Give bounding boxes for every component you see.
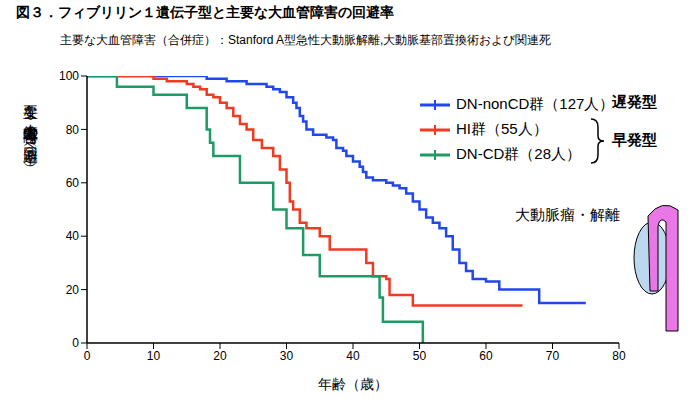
svg-text:0: 0 <box>72 336 79 350</box>
svg-text:40: 40 <box>346 349 360 363</box>
html-text:主要な大血管障害の回避率（%）: 主要な大血管障害の回避率（%） <box>23 92 40 155</box>
svg-text:0: 0 <box>84 349 91 363</box>
svg-text:10: 10 <box>147 349 161 363</box>
svg-text:20: 20 <box>66 283 80 297</box>
html-text:主要な大血管障害（合併症）：Stanford A型急性大動脈: 主要な大血管障害（合併症）：Stanford A型急性大動脈解離,大動脈基部置換… <box>60 33 552 47</box>
html-text:HI群（55人）: HI群（55人） <box>456 120 548 137</box>
svg-text:100: 100 <box>59 69 79 83</box>
svg-text:80: 80 <box>612 349 626 363</box>
html-text:早発型: 早発型 <box>612 131 657 148</box>
svg-text:20: 20 <box>213 349 227 363</box>
html-text:DN-nonCD群（127人）: DN-nonCD群（127人） <box>456 95 615 112</box>
svg-text:60: 60 <box>66 176 80 190</box>
svg-text:50: 50 <box>413 349 427 363</box>
html-text:遅発型: 遅発型 <box>612 93 657 110</box>
svg-text:80: 80 <box>66 123 80 137</box>
svg-text:30: 30 <box>280 349 294 363</box>
html-text:大動脈瘤・解離: 大動脈瘤・解離 <box>515 206 620 223</box>
svg-text:60: 60 <box>479 349 493 363</box>
html-text:年齢（歳）: 年齢（歳） <box>318 376 388 392</box>
html-text:図３．フィブリリン１遺伝子型と主要な大血管障害の回避率: 図３．フィブリリン１遺伝子型と主要な大血管障害の回避率 <box>16 4 394 20</box>
svg-text:70: 70 <box>546 349 560 363</box>
svg-text:40: 40 <box>66 229 80 243</box>
html-text:DN-CD群（28人）: DN-CD群（28人） <box>456 145 581 162</box>
